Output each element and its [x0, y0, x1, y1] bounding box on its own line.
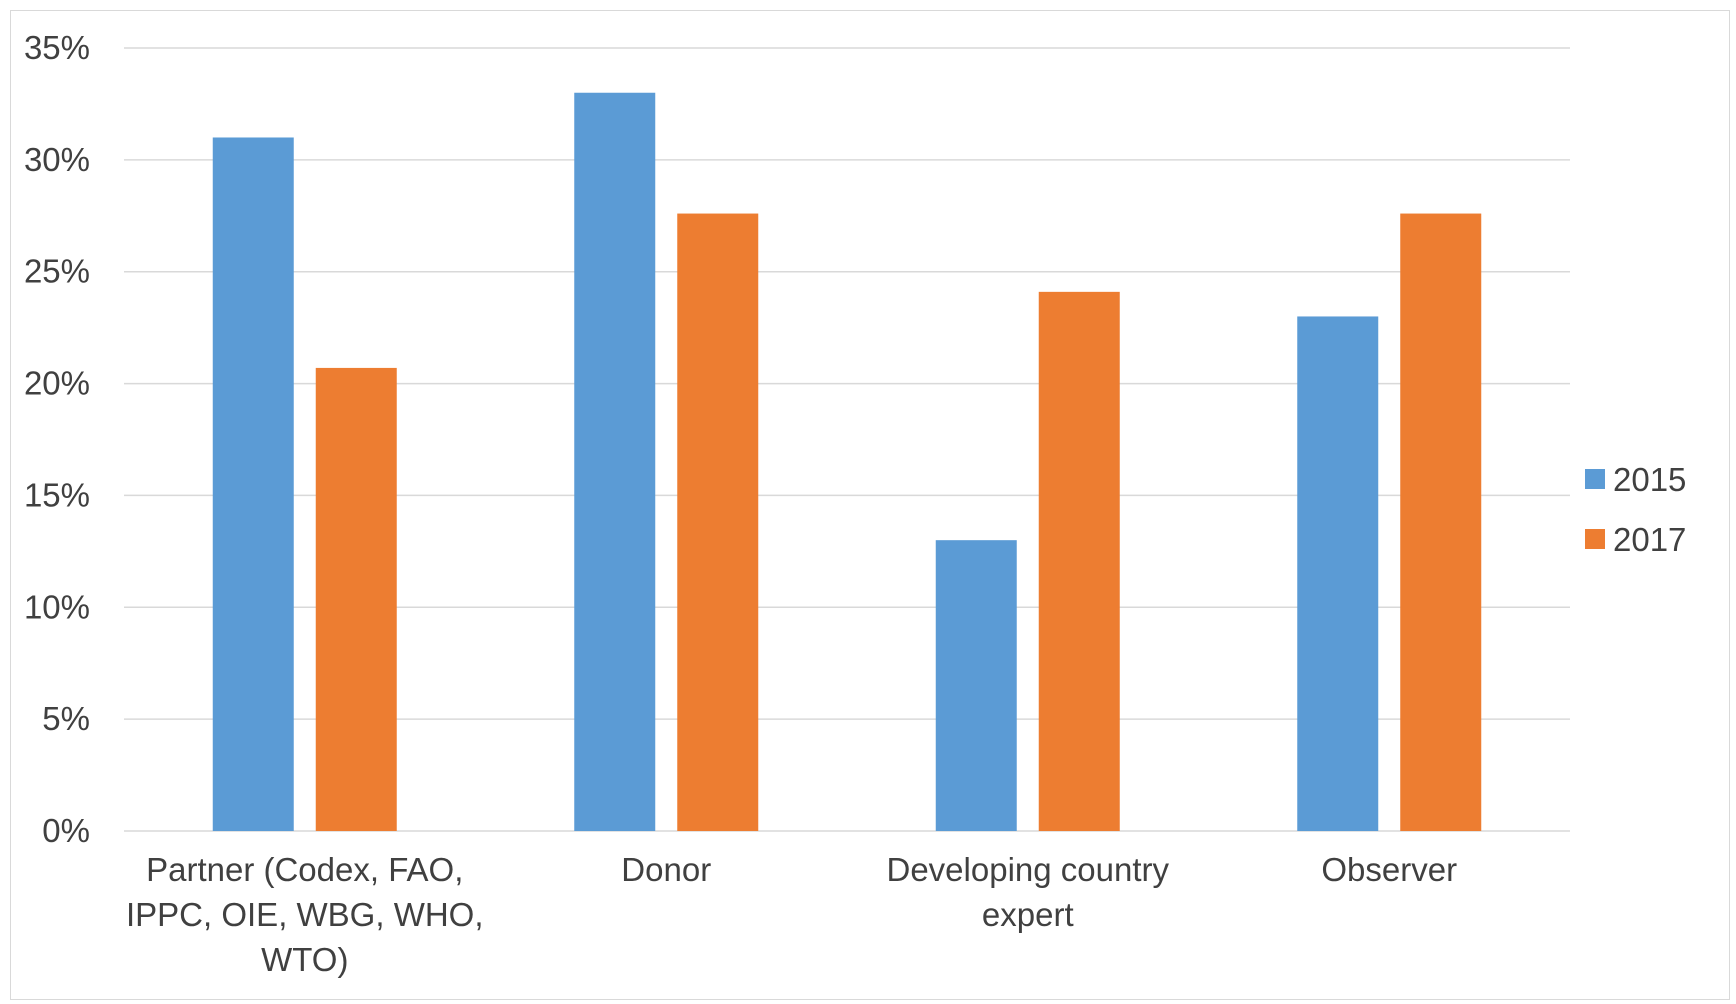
y-tick-label: 30%: [24, 141, 90, 178]
bar-2017-2: [1038, 291, 1120, 831]
legend-label: 2017: [1613, 521, 1686, 558]
x-category-label: Observer: [1321, 851, 1457, 888]
y-tick-label: 5%: [42, 700, 90, 737]
x-category-label: expert: [982, 896, 1074, 933]
x-category-label: WTO): [261, 941, 348, 978]
legend-swatch: [1585, 469, 1605, 489]
x-category-label: Donor: [621, 851, 711, 888]
bar-2017-3: [1400, 213, 1482, 831]
bar-2017-1: [677, 213, 759, 831]
bar-2015-2: [935, 540, 1017, 831]
legend-swatch: [1585, 529, 1605, 549]
y-tick-label: 20%: [24, 365, 90, 402]
y-tick-label: 35%: [24, 29, 90, 66]
y-tick-label: 10%: [24, 588, 90, 625]
bar-2015-3: [1297, 316, 1379, 831]
bar-2015-1: [574, 92, 656, 831]
x-category-label: IPPC, OIE, WBG, WHO,: [126, 896, 484, 933]
legend-label: 2015: [1613, 461, 1686, 498]
y-tick-label: 0%: [42, 812, 90, 849]
x-category-label: Partner (Codex, FAO,: [146, 851, 463, 888]
bar-2017-0: [315, 367, 397, 831]
x-category-label: Developing country: [887, 851, 1170, 888]
bar-2015-0: [212, 137, 294, 831]
y-tick-label: 25%: [24, 253, 90, 290]
y-tick-label: 15%: [24, 476, 90, 513]
